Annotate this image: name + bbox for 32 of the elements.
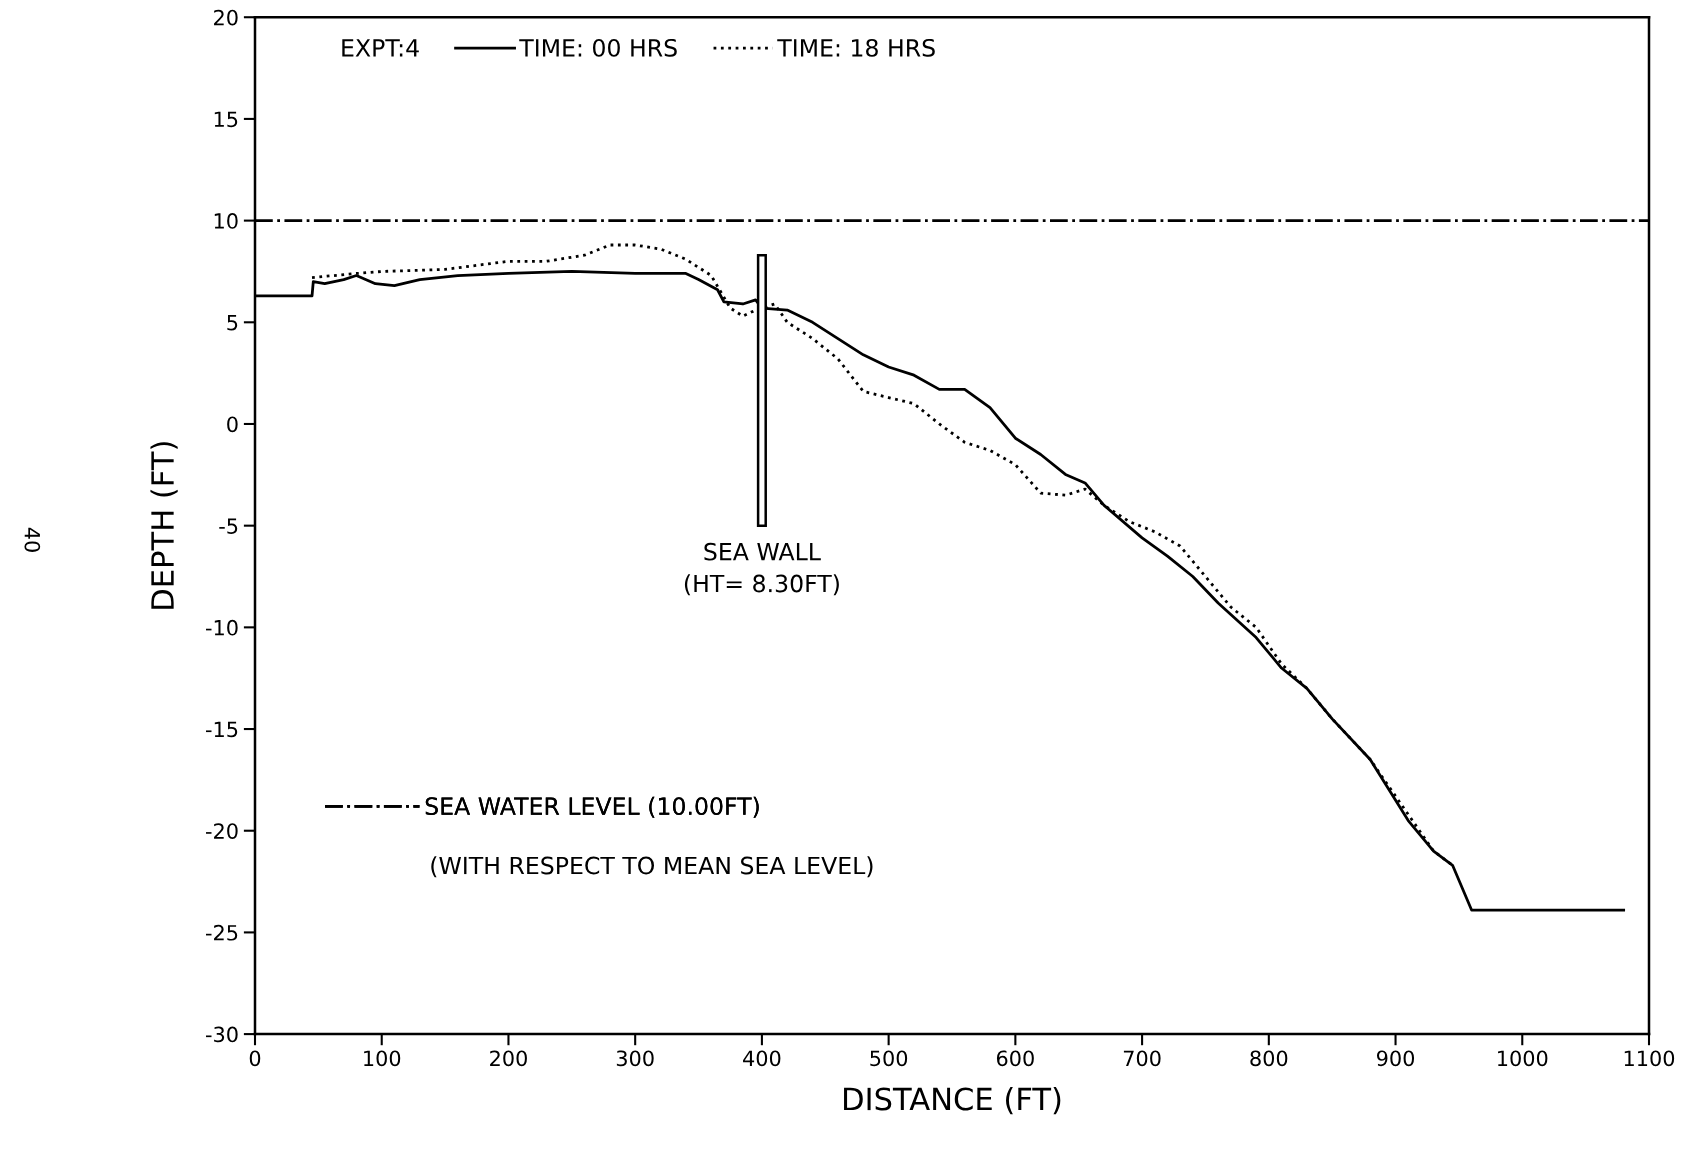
- x-tick-label: 800: [1250, 1050, 1288, 1067]
- y-axis-title: DEPTH (FT): [150, 442, 178, 609]
- y-tick-label: -10: [206, 619, 238, 636]
- y-tick-label: -5: [219, 518, 238, 534]
- x-tick-label: 100: [364, 1050, 401, 1067]
- y-tick-label: 0: [227, 416, 238, 433]
- y-tick-label: 5: [227, 315, 238, 331]
- x-tick-label: 400: [743, 1050, 781, 1067]
- y-tick-label: 20: [214, 9, 238, 26]
- y-tick-label: -25: [206, 924, 238, 941]
- x-tick-label: 600: [996, 1050, 1034, 1067]
- x-tick-label: 200: [490, 1050, 527, 1067]
- x-tick-label: 300: [616, 1050, 654, 1067]
- legend-label: SEA WATER LEVEL (10.00FT): [425, 796, 759, 818]
- x-tick-label: 900: [1376, 1050, 1415, 1067]
- x-tick-label: 0: [249, 1050, 261, 1067]
- y-tick-label: -30: [206, 1026, 238, 1043]
- annotation: SEA WALL (HT= 8.30FT): [684, 542, 839, 596]
- legend-label: TIME: 18 HRS: [777, 38, 935, 57]
- x-tick-label: 1000: [1498, 1050, 1548, 1067]
- y-tick-label: -20: [206, 823, 238, 839]
- x-tick-label: 500: [870, 1050, 908, 1067]
- y-tick-label: 10: [214, 213, 238, 229]
- legend-label: TIME: 00 HRS: [519, 38, 677, 57]
- x-axis-title: DISTANCE (FT): [844, 1086, 1061, 1115]
- text: 40: [24, 527, 41, 552]
- annotation: (WITH RESPECT TO MEAN SEA LEVEL): [431, 856, 873, 878]
- legend-title: EXPT:4: [342, 39, 419, 57]
- y-tick-label: -15: [206, 721, 238, 738]
- x-tick-label: 700: [1123, 1050, 1161, 1067]
- y-tick-label: 15: [214, 111, 238, 128]
- x-tick-label: 1100: [1624, 1050, 1675, 1067]
